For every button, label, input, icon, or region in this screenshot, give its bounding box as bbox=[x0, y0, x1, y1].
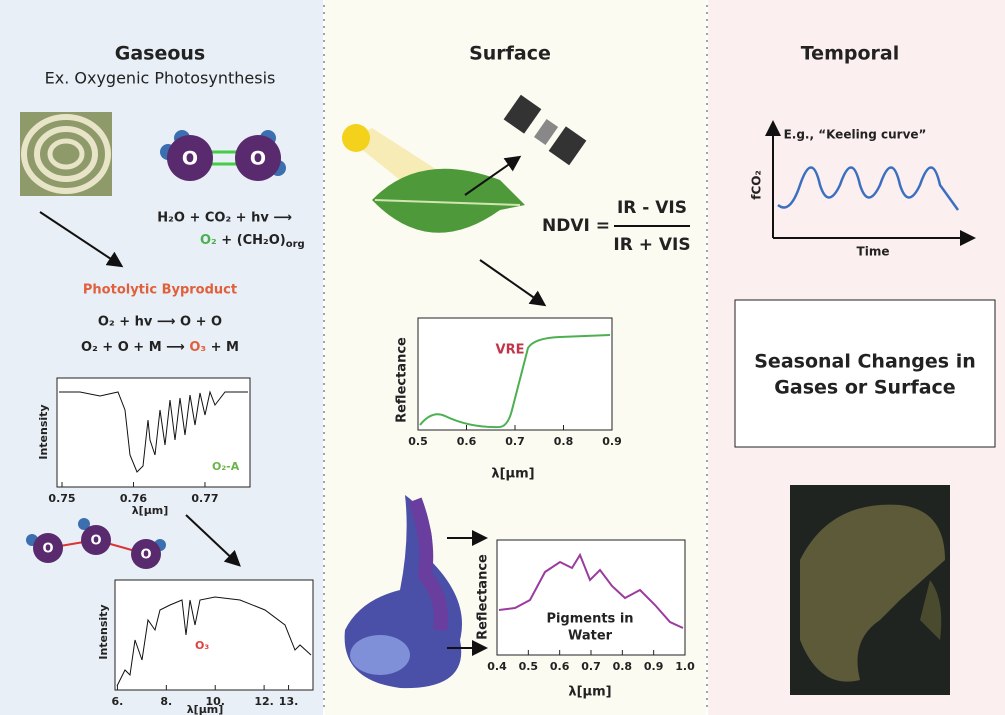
reaction-part: + M bbox=[211, 340, 239, 355]
subscript: org bbox=[286, 239, 305, 250]
reaction-part: O₂ + O + M ⟶ bbox=[81, 340, 185, 355]
equation: H₂O + CO₂ + hv ⟶ bbox=[157, 211, 292, 226]
x-label: λ[μm] bbox=[132, 504, 169, 517]
annotation: O₃ bbox=[195, 639, 209, 652]
x-tick-label: 0.6 bbox=[457, 435, 477, 448]
page: Gaseous Ex. Oxygenic Photosynthesis O O … bbox=[0, 0, 1005, 715]
chart-frame bbox=[418, 318, 612, 430]
panel-title: Surface bbox=[469, 43, 551, 65]
x-tick-label: 0.75 bbox=[48, 492, 75, 505]
atom-label: O bbox=[90, 534, 101, 549]
equation-part: + (CH₂O) bbox=[221, 233, 285, 248]
panel-title: Temporal bbox=[801, 43, 899, 65]
x-tick-label: 0.7 bbox=[505, 435, 525, 448]
section-title: Photolytic Byproduct bbox=[83, 283, 237, 298]
x-tick-label: 0.6 bbox=[550, 660, 570, 673]
ndvi-label: NDVI = bbox=[542, 216, 610, 236]
x-tick-label: 0.4 bbox=[487, 660, 507, 673]
x-tick-label: 13. bbox=[279, 695, 299, 708]
product: O₂ bbox=[200, 233, 217, 248]
x-tick-label: 0.9 bbox=[602, 435, 622, 448]
product: O₃ bbox=[189, 340, 206, 355]
x-tick-label: 0.8 bbox=[613, 660, 633, 673]
y-label: fCO₂ bbox=[750, 170, 764, 199]
box-text: Gases or Surface bbox=[774, 377, 955, 399]
atom-label: O bbox=[42, 542, 53, 557]
subtitle: Ex. Oxygenic Photosynthesis bbox=[45, 69, 276, 88]
annotation: VRE bbox=[496, 343, 525, 358]
x-label: Time bbox=[857, 245, 890, 259]
x-tick-label: 8. bbox=[160, 695, 172, 708]
panel-title: Gaseous bbox=[115, 43, 206, 65]
x-tick-label: 10. bbox=[205, 695, 225, 708]
x-tick-label: 0.77 bbox=[191, 492, 218, 505]
satellite-image bbox=[790, 485, 950, 695]
x-label: λ[μm] bbox=[491, 467, 534, 482]
x-tick-label: 0.76 bbox=[120, 492, 147, 505]
y-label: Reflectance bbox=[395, 337, 410, 423]
figure: Gaseous Ex. Oxygenic Photosynthesis O O … bbox=[0, 0, 1005, 715]
annotation: Pigments in bbox=[546, 612, 633, 627]
atom-label: O bbox=[140, 548, 151, 563]
x-tick-label: 0.8 bbox=[554, 435, 574, 448]
chart-frame bbox=[115, 580, 313, 690]
atom-label: O bbox=[250, 148, 266, 170]
denominator: IR + VIS bbox=[613, 235, 690, 255]
reaction: O₂ + hv ⟶ O + O bbox=[98, 315, 222, 330]
x-tick-label: 0.7 bbox=[581, 660, 601, 673]
annotation: O₂-A bbox=[212, 460, 240, 473]
x-tick-label: 12. bbox=[254, 695, 274, 708]
stromatolite-photo bbox=[20, 112, 112, 196]
x-tick-label: 6. bbox=[112, 695, 124, 708]
text-box bbox=[735, 300, 995, 447]
caption: E.g., “Keeling curve” bbox=[784, 128, 927, 142]
reaction: O₂ + O + M ⟶ O₃ + M bbox=[81, 340, 239, 355]
numerator: IR - VIS bbox=[617, 198, 687, 218]
box-text: Seasonal Changes in bbox=[754, 351, 976, 373]
annotation: Water bbox=[568, 629, 613, 644]
atom-label: O bbox=[182, 148, 198, 170]
x-tick-label: 1.0 bbox=[675, 660, 695, 673]
x-tick-label: 0.5 bbox=[519, 660, 539, 673]
x-tick-label: 0.5 bbox=[408, 435, 428, 448]
y-label: Reflectance bbox=[476, 554, 491, 640]
x-label: λ[μm] bbox=[568, 685, 611, 700]
y-label: Intensity bbox=[37, 404, 50, 459]
x-tick-label: 0.9 bbox=[644, 660, 664, 673]
y-label: Intensity bbox=[97, 604, 110, 659]
